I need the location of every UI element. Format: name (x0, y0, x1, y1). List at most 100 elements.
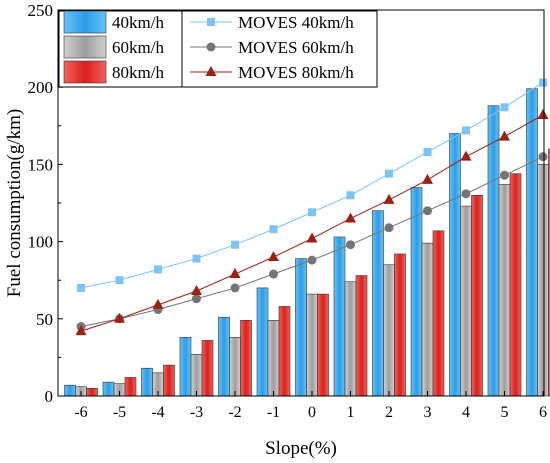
bar-80km-h-11 (509, 173, 522, 397)
bar-60km-h-5 (267, 320, 280, 397)
bar-40km-h-9 (410, 187, 423, 397)
point-moves-40km-h-1 (115, 276, 124, 285)
bar-40km-h-12 (526, 88, 538, 397)
bar-60km-h-11 (498, 184, 511, 397)
bar-60km-h-10 (460, 205, 472, 397)
point-moves-60km-h-10 (461, 189, 471, 199)
y-tick-label-150: 150 (28, 155, 54, 174)
bar-60km-h-3 (190, 354, 203, 397)
point-moves-80km-h-8 (383, 193, 395, 204)
bar-40km-h-1 (102, 381, 115, 397)
point-moves-60km-h-7 (346, 240, 355, 250)
point-moves-40km-h-0 (77, 283, 85, 292)
point-moves-40km-h-9 (423, 148, 432, 157)
bar-80km-h-12 (548, 148, 550, 397)
y-tick-label-0: 0 (45, 387, 54, 406)
bar-40km-h-11 (487, 105, 500, 397)
x-axis: -6 -5 -4 -3 -2 -1 0 1 2 3 4 5 6 (74, 391, 547, 421)
line-layer (75, 78, 549, 336)
bar-40km-h-7 (333, 236, 346, 397)
bar-40km-h-6 (295, 258, 307, 397)
bar-80km-h-0 (86, 387, 98, 397)
point-moves-40km-h-6 (308, 208, 316, 217)
point-moves-80km-h-7 (345, 212, 356, 223)
bar-60km-h-9 (421, 242, 434, 397)
point-moves-40km-h-7 (346, 191, 355, 200)
bar-40km-h-8 (372, 210, 384, 397)
point-moves-80km-h-3 (191, 285, 202, 296)
bar-60km-h-7 (344, 281, 357, 397)
point-moves-60km-h-12 (538, 152, 548, 162)
x-tick-label-10: 4 (462, 404, 470, 421)
legend-swatch-bar-2 (63, 60, 107, 84)
legend-label-bar-2: 80km/h (112, 63, 164, 82)
legend-label-bar-0: 40km/h (112, 13, 164, 32)
bar-80km-h-4 (240, 320, 252, 397)
bar-60km-h-6 (306, 293, 318, 397)
point-moves-40km-h-2 (154, 265, 162, 274)
point-moves-80km-h-4 (229, 268, 241, 279)
point-moves-60km-h-3 (192, 294, 201, 304)
point-moves-40km-h-11 (500, 103, 509, 112)
bar-80km-h-3 (201, 340, 214, 397)
x-tick-label-12: 6 (539, 404, 547, 421)
legend-marker-1 (206, 42, 216, 52)
point-moves-40km-h-10 (462, 126, 470, 135)
point-moves-40km-h-12 (539, 78, 547, 87)
point-moves-80km-h-11 (499, 130, 510, 141)
point-moves-80km-h-0 (75, 325, 87, 336)
bar-40km-h-3 (179, 337, 192, 397)
y-tick-label-200: 200 (28, 78, 54, 97)
legend-box (58, 10, 378, 88)
bar-40km-h-5 (256, 287, 269, 397)
legend-label-line-1: MOVES 60km/h (238, 38, 354, 57)
legend-label-bar-1: 60km/h (112, 38, 164, 57)
bar-40km-h-4 (218, 316, 230, 397)
x-tick-label-6: 0 (308, 404, 316, 421)
x-tick-label-1: -5 (113, 404, 126, 421)
point-moves-80km-h-10 (460, 150, 472, 161)
legend-label-line-2: MOVES 80km/h (238, 63, 354, 82)
y-tick-label-100: 100 (28, 233, 54, 252)
bar-80km-h-10 (471, 194, 483, 397)
point-moves-80km-h-5 (268, 251, 279, 262)
point-moves-40km-h-3 (192, 254, 201, 263)
y-axis: 0 50 100 150 200 250 (28, 1, 63, 406)
x-tick-label-8: 2 (385, 404, 393, 421)
point-moves-80km-h-1 (114, 312, 125, 323)
point-moves-60km-h-8 (384, 223, 394, 233)
x-tick-label-7: 1 (347, 404, 355, 421)
point-moves-80km-h-6 (306, 232, 318, 243)
legend-label-line-0: MOVES 40km/h (238, 13, 354, 32)
point-moves-80km-h-2 (152, 298, 164, 309)
bar-40km-h-10 (449, 133, 461, 397)
x-tick-label-9: 3 (424, 404, 432, 421)
bar-60km-h-12 (537, 164, 549, 397)
y-axis-label: Fuel consumption(g/km) (4, 109, 25, 297)
point-moves-40km-h-5 (269, 225, 278, 234)
y-tick-label-50: 50 (36, 310, 53, 329)
point-moves-60km-h-5 (269, 269, 278, 279)
bar-layer (64, 88, 550, 397)
legend-swatch-bar-1 (63, 35, 107, 59)
legend-marker-2 (205, 66, 217, 76)
x-tick-label-11: 5 (501, 404, 509, 421)
point-moves-60km-h-4 (230, 283, 240, 293)
point-moves-60km-h-11 (500, 170, 509, 180)
x-tick-label-5: -1 (267, 404, 280, 421)
bar-80km-h-1 (124, 377, 137, 397)
x-tick-label-4: -2 (228, 404, 241, 421)
bar-80km-h-6 (317, 293, 329, 397)
legend-swatch-bar-0 (63, 10, 107, 34)
x-tick-label-3: -3 (190, 404, 203, 421)
bar-40km-h-2 (141, 367, 153, 397)
bar-80km-h-7 (355, 275, 368, 397)
bar-80km-h-9 (432, 230, 445, 397)
x-axis-label: Slope(%) (265, 438, 337, 459)
x-tick-label-0: -6 (74, 404, 87, 421)
point-moves-80km-h-12 (537, 108, 549, 119)
bar-60km-h-8 (383, 264, 395, 397)
point-moves-60km-h-6 (307, 255, 317, 265)
bar-80km-h-2 (163, 364, 175, 397)
